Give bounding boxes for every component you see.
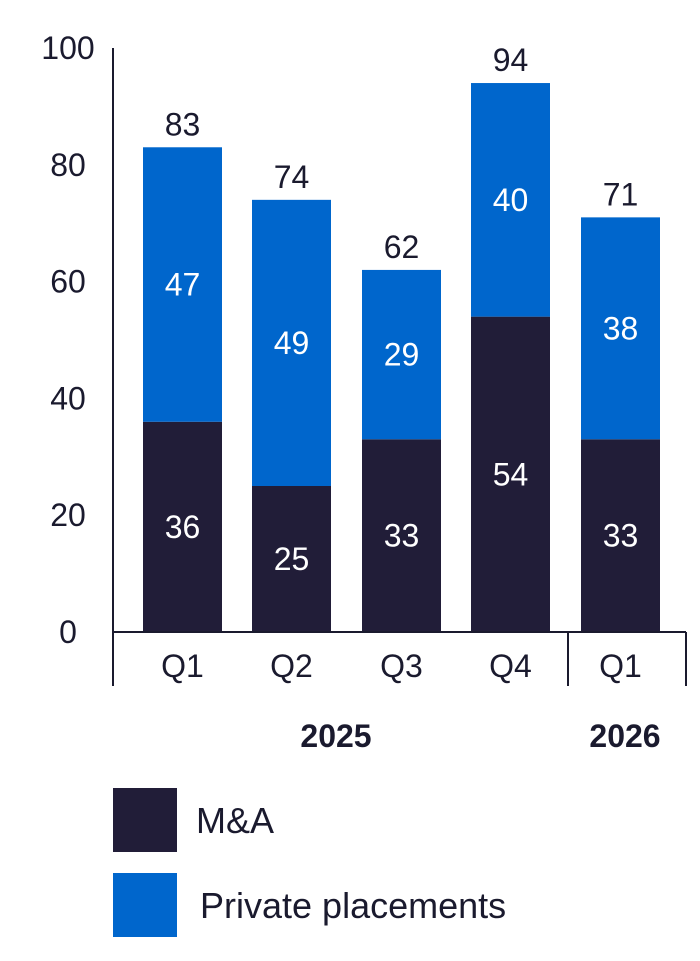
year-label: 2026 [589,718,660,754]
bar-segment-ma [143,421,222,632]
y-tick-label: 40 [50,380,86,416]
legend-label: M&A [196,800,274,841]
x-tick-label: Q1 [599,648,642,684]
x-axis: Q1 Q2 Q3 Q4 Q1 2025 2026 [113,631,687,754]
legend: M&A Private placements [113,788,506,937]
bar-group: 54 40 94 [471,42,550,632]
bar-total-label: 74 [274,159,310,195]
bar-segment-ma [252,486,331,632]
bar-total-label: 62 [384,229,420,265]
legend-swatch [113,873,177,937]
bar-segment-private-placements [471,83,550,317]
y-tick-label: 60 [50,264,86,300]
bar-segment-ma [362,439,441,632]
bar-value-label: 47 [165,267,201,303]
bar-value-label: 40 [493,182,529,218]
bar-total-label: 71 [603,176,639,212]
y-tick-label: 80 [50,147,86,183]
x-tick-label: Q4 [489,648,532,684]
legend-item: M&A [113,788,274,852]
bar-value-label: 33 [603,518,639,554]
bar-value-label: 25 [274,541,310,577]
y-tick-label: 100 [41,30,94,66]
bar-value-label: 29 [384,337,420,373]
bar-value-label: 33 [384,518,420,554]
bar-group: 36 47 83 [143,106,222,632]
y-tick-label: 20 [50,497,86,533]
bar-group: 33 38 71 [581,176,660,632]
bar-segment-private-placements [143,147,222,422]
year-label: 2025 [300,718,371,754]
x-tick-label: Q3 [380,648,423,684]
bar-group: 33 29 62 [362,229,441,632]
bar-value-label: 54 [493,456,529,492]
y-tick-label: 0 [59,614,77,650]
bar-group: 25 49 74 [252,159,331,632]
x-tick-label: Q2 [270,648,313,684]
legend-label: Private placements [200,885,506,926]
bar-value-label: 49 [274,325,310,361]
bar-segment-private-placements [362,269,441,440]
x-tick-label: Q1 [161,648,204,684]
bar-total-label: 83 [165,106,201,142]
bar-segment-ma [471,316,550,632]
bars: 36 47 83 25 49 74 33 29 62 54 40 94 33 38 71 [143,42,660,632]
y-axis: 0 20 40 60 80 100 [41,30,114,686]
bar-total-label: 94 [493,42,529,78]
bar-value-label: 36 [165,509,201,545]
bar-segment-ma [581,439,660,632]
legend-item: Private placements [113,873,506,937]
bar-segment-private-placements [252,199,331,486]
bar-segment-private-placements [581,217,660,440]
legend-swatch [113,788,177,852]
bar-value-label: 38 [603,310,639,346]
